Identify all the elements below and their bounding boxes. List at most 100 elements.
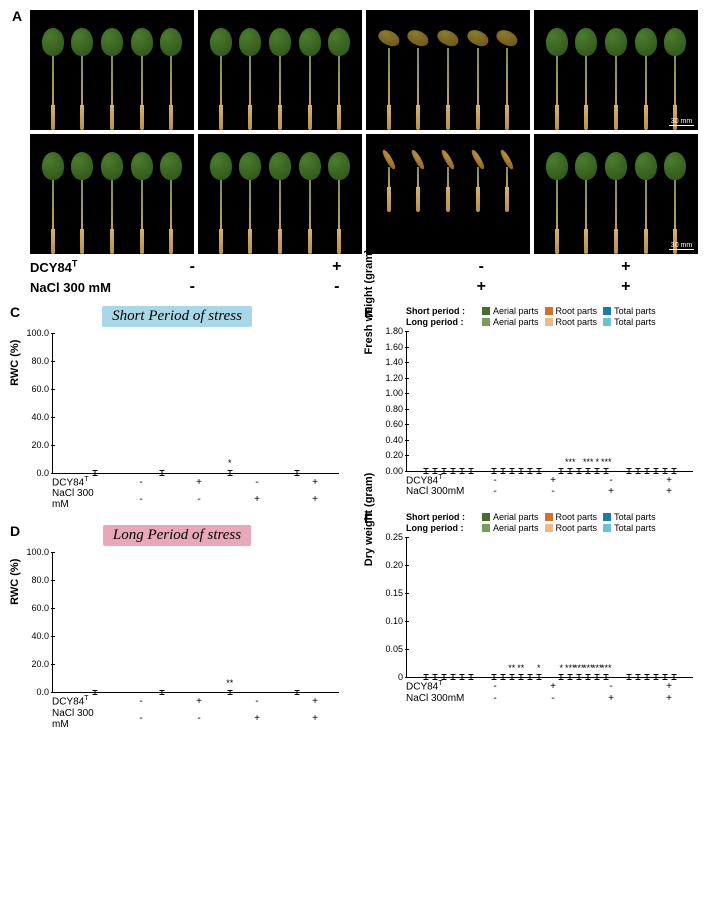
legend-period-label: Long period : [406,523,476,533]
y-axis-label: RWC (%) [9,559,21,605]
significance-marker: *** [583,457,594,467]
x-axis-labels: DCY84T-+-+NaCl 300 mM--++ [52,695,344,729]
y-tick: 0.25 [385,532,403,542]
x-val: - [466,693,524,704]
significance-marker: * [595,457,599,467]
y-tick: 1.20 [385,373,403,383]
x-val: - [112,494,170,505]
x-val: + [640,681,698,692]
legend-period-label: Long period : [406,317,476,327]
chart-legend: Short period : Aerial parts Root parts Tota… [406,306,698,327]
legend-period-label: Short period : [406,306,476,316]
legend-item: Total parts [603,512,656,522]
legend-text: Aerial parts [493,317,539,327]
x-val: - [466,475,524,486]
legend-text: Aerial parts [493,512,539,522]
dcy-val-0: - [120,258,265,276]
nacl-val-1: - [265,278,410,296]
x-val: + [286,477,344,488]
x-val: - [112,713,170,724]
x-row-label: NaCl 300mM [406,693,466,704]
significance-marker: * [559,663,563,673]
x-row-label: DCY84T [52,476,112,488]
chart-f: F Short period : Aerial parts Root parts Tot… [364,512,698,703]
chart-title: Long Period of stress [103,525,251,546]
plant-photo: 30 mm [534,134,698,254]
x-val: - [582,681,640,692]
x-val: - [112,477,170,488]
x-row-label: NaCl 300 mM [52,488,112,510]
legend-text: Aerial parts [493,306,539,316]
legend-item: Aerial parts [482,523,539,533]
chart-area: Dry weight (gram)00.050.100.150.200.25**… [406,537,693,678]
x-axis-labels: DCY84T-+-+NaCl 300 mM--++ [52,476,344,510]
y-tick: 1.00 [385,388,403,398]
legend-swatch [545,307,553,315]
y-tick: 0.20 [385,450,403,460]
dcy-val-3: + [554,258,699,276]
panel-label: F [364,510,373,526]
y-tick: 100.0 [26,328,49,338]
y-tick: 0.40 [385,435,403,445]
legend-item: Aerial parts [482,306,539,316]
panel-a-label: A [12,8,22,24]
x-val: - [524,486,582,497]
legend-text: Root parts [556,317,598,327]
nacl-val-0: - [120,278,265,296]
legend-item: Aerial parts [482,512,539,522]
y-tick: 0 [398,672,403,682]
chart-d: DLong Period of stressRWC (%)0.020.040.0… [10,525,344,729]
legend-text: Root parts [556,306,598,316]
x-row-label: NaCl 300 mM [52,708,112,730]
x-val: + [524,681,582,692]
x-val: - [524,693,582,704]
y-tick: 80.0 [31,356,49,366]
x-val: + [582,486,640,497]
legend-swatch [482,513,490,521]
plant-photo [30,10,194,130]
x-val: + [170,477,228,488]
significance-marker: *** [565,457,576,467]
chart-e: E Short period : Aerial parts Root parts Tot… [364,306,698,497]
legend-swatch [482,318,490,326]
x-axis-labels: DCY84T-+-+NaCl 300mM--++ [406,680,698,703]
significance-marker: * [228,458,232,468]
y-axis-label: Fresh weight (gram) [363,249,375,354]
legend-swatch [545,513,553,521]
x-val: - [112,696,170,707]
x-val: - [170,494,228,505]
significance-marker: *** [601,457,612,467]
plant-photo [366,10,530,130]
legend-text: Total parts [614,317,656,327]
figure: A 30 mm30 mm DCY84T - + - + NaCl 300 mM … [10,10,698,745]
legend-item: Root parts [545,317,598,327]
legend-swatch [603,524,611,532]
x-val: + [286,494,344,505]
y-tick: 60.0 [31,384,49,394]
legend-text: Aerial parts [493,523,539,533]
panel-label: E [364,304,373,320]
x-val: - [466,486,524,497]
legend-text: Total parts [614,512,656,522]
y-tick: 20.0 [31,659,49,669]
legend-item: Root parts [545,306,598,316]
legend-item: Total parts [603,523,656,533]
x-row-label: DCY84T [406,474,466,486]
legend-swatch [545,524,553,532]
x-val: - [582,475,640,486]
significance-marker: *** [601,663,612,673]
legend-swatch [603,318,611,326]
legend-period-label: Short period : [406,512,476,522]
y-tick: 0.15 [385,588,403,598]
y-tick: 20.0 [31,440,49,450]
legend-text: Root parts [556,523,598,533]
y-tick: 0.60 [385,419,403,429]
y-tick: 40.0 [31,412,49,422]
chart-area: RWC (%)0.020.040.060.080.0100.0** [52,552,339,693]
x-row-label: DCY84T [52,695,112,707]
y-tick: 1.40 [385,357,403,367]
y-tick: 1.60 [385,342,403,352]
x-val: + [170,696,228,707]
dcy-label: DCY84T [30,259,120,275]
y-tick: 0.0 [36,687,49,697]
